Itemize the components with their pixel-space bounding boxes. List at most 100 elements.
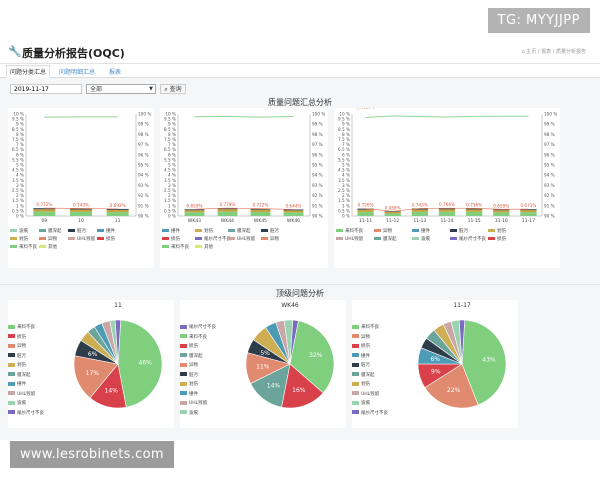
breadcrumb-home[interactable]: 主页 — [526, 49, 537, 55]
left-tick-label: 2 % — [342, 193, 350, 198]
fail-rate-label: 0.692% — [110, 203, 126, 208]
pie-legend-item[interactable]: 波痕 — [352, 400, 370, 406]
legend-item[interactable]: 划伤 — [195, 228, 213, 234]
legend-item[interactable]: 其他 — [39, 244, 57, 250]
pie-legend-item[interactable]: UHL残留 — [352, 391, 379, 397]
pie-legend-item[interactable]: 异物 — [180, 362, 198, 368]
legend-item[interactable]: 膜深起 — [228, 228, 251, 234]
pie-legend-item[interactable]: 波痕 — [180, 410, 198, 416]
right-tick-label: 96 % — [544, 152, 555, 157]
category-tick-label: 11-14 — [440, 218, 453, 224]
pie-legend-item[interactable]: 损伤 — [8, 334, 26, 340]
legend-item[interactable]: UHL残留 — [68, 236, 95, 242]
legend-item[interactable]: 撞件 — [97, 228, 115, 234]
legend-item[interactable]: UHL残留 — [228, 236, 255, 242]
home-icon: ⌂ — [521, 49, 527, 55]
pie-legend-item[interactable]: 异物 — [8, 343, 26, 349]
legend-item[interactable]: 损伤 — [162, 236, 180, 242]
legend-item[interactable]: 尾纱尺寸不良 — [450, 236, 486, 242]
left-tick-label: 5 % — [342, 163, 350, 168]
legend-item[interactable]: 撞件 — [412, 228, 430, 234]
pie-slice-label: 9% — [431, 369, 441, 376]
left-tick-label: 3 % — [168, 183, 176, 188]
bar-segment — [184, 209, 205, 211]
pie-legend-item[interactable]: 撞件 — [352, 353, 370, 359]
tab-report[interactable]: 报表 — [109, 69, 122, 76]
pie-legend-item[interactable]: 尾纱尺寸不良 — [180, 324, 216, 330]
legend-label: 波痕 — [361, 401, 370, 406]
legend-item[interactable]: 异物 — [39, 236, 57, 242]
legend-label: 来料不良 — [189, 334, 207, 340]
pie-legend-item[interactable]: 脏污 — [180, 372, 198, 378]
right-tick-label: 97 % — [544, 142, 555, 147]
category-select[interactable]: 全部 ▼ — [86, 84, 156, 94]
legend-swatch — [352, 343, 359, 348]
query-button[interactable]: ⌕ 查询 — [160, 84, 186, 94]
legend-item[interactable]: 异物 — [261, 236, 279, 242]
legend-label: 膜深起 — [361, 372, 375, 378]
pie-legend-item[interactable]: 来料不良 — [8, 324, 35, 330]
pie-legend-item[interactable]: 膜深起 — [180, 353, 203, 359]
legend-item[interactable]: 来料不良 — [10, 244, 37, 250]
legend-swatch — [8, 362, 15, 367]
pie-legend-item[interactable]: 波痕 — [8, 400, 26, 406]
legend-item[interactable]: 膜深起 — [39, 228, 62, 234]
legend-item[interactable]: 脏污 — [450, 228, 468, 234]
date-input[interactable] — [10, 84, 82, 94]
legend-item[interactable]: 尾纱尺寸不良 — [195, 236, 231, 242]
right-tick-label: 99 % — [544, 122, 555, 127]
pie-legend-item[interactable]: 来料不良 — [180, 334, 207, 340]
pie-legend-item[interactable]: 尾纱尺寸不良 — [8, 410, 44, 416]
pie-legend-item[interactable]: 膜深起 — [352, 372, 375, 378]
tab-detail-summary[interactable]: 问题明细汇总 — [59, 69, 96, 76]
legend-item[interactable]: 其他 — [195, 244, 213, 250]
pie-legend-item[interactable]: 撞件 — [180, 391, 198, 397]
legend-item[interactable]: 异物 — [374, 228, 392, 234]
bar-segment — [106, 210, 129, 213]
pie-legend-item[interactable]: 尾纱尺寸不良 — [352, 410, 388, 416]
pie-legend-item[interactable]: 划伤 — [8, 362, 26, 368]
legend-swatch — [195, 245, 202, 248]
category-tick-label: 11-12 — [386, 218, 399, 224]
pie-legend-item[interactable]: 撞件 — [8, 381, 26, 387]
pie-legend-item[interactable]: 脏污 — [352, 362, 370, 368]
pie-legend-item[interactable]: 异物 — [352, 334, 370, 340]
legend-item[interactable]: 撞件 — [162, 228, 180, 234]
pie-legend-item[interactable]: 脏污 — [8, 353, 26, 359]
pie-legend-item[interactable]: 划伤 — [352, 381, 370, 387]
pie-slice — [73, 355, 119, 399]
legend-item[interactable]: 损伤 — [97, 236, 115, 242]
legend-item[interactable]: 脏污 — [68, 228, 86, 234]
pie-slice-label: 43% — [482, 357, 496, 364]
tab-category-summary[interactable]: 问题分类汇总 — [6, 65, 51, 78]
legend-swatch — [336, 237, 343, 240]
pie-legend-item[interactable]: 来料不良 — [352, 324, 379, 330]
left-tick-label: 9 % — [16, 122, 24, 127]
legend-label: UHL残留 — [361, 391, 380, 397]
legend-item[interactable]: 划伤 — [10, 236, 28, 242]
legend-item[interactable]: 波痕 — [10, 228, 28, 234]
legend-label: 来料不良 — [17, 325, 35, 330]
left-tick-label: 8 % — [168, 132, 176, 137]
pie-title: 11-17 — [453, 302, 471, 309]
legend-item[interactable]: 来料不良 — [336, 228, 363, 234]
legend-item[interactable]: 损伤 — [488, 236, 506, 242]
pie-legend-item[interactable]: 膜深起 — [8, 372, 31, 378]
legend-item[interactable]: 脏污 — [261, 228, 279, 234]
legend-label: UHL残留 — [17, 391, 36, 397]
pie-legend-item[interactable]: UHL残留 — [180, 400, 207, 406]
legend-item[interactable]: 波痕 — [412, 236, 430, 242]
legend-swatch — [68, 229, 75, 232]
bar-segment — [106, 208, 129, 211]
pie-legend-item[interactable]: 损伤 — [180, 343, 198, 349]
legend-item[interactable]: 来料不良 — [162, 244, 189, 250]
pie-legend-item[interactable]: 划伤 — [180, 381, 198, 387]
legend-item[interactable]: 膜深起 — [374, 236, 397, 242]
legend-item[interactable]: 划伤 — [488, 228, 506, 234]
legend-item[interactable]: UHL残留 — [336, 236, 363, 242]
pie-legend-item[interactable]: 损伤 — [352, 343, 370, 349]
left-tick-label: 4.5 % — [164, 168, 176, 173]
legend-label: 波痕 — [421, 237, 430, 242]
pie-legend-item[interactable]: UHL残留 — [8, 391, 35, 397]
breadcrumb-reports[interactable]: 报表 — [541, 49, 552, 55]
